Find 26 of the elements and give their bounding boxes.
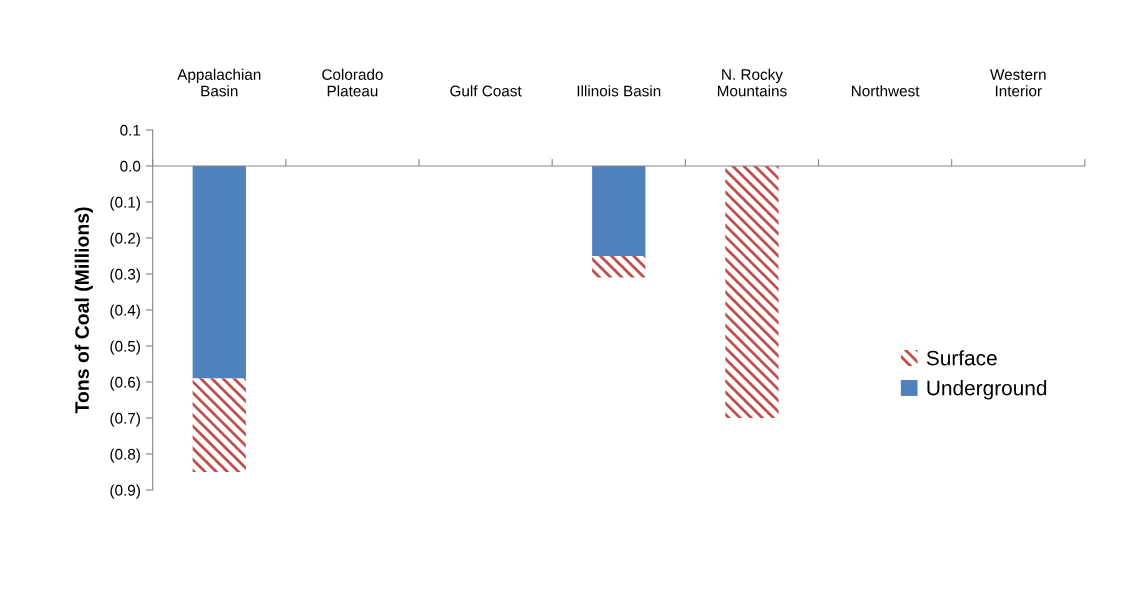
y-tick-label: (0.3) [110, 268, 140, 283]
y-tick-label: (0.9) [110, 484, 140, 499]
x-tick-label: N. Rocky Mountains [717, 68, 787, 97]
bar [192, 165, 246, 379]
y-tick-label: (0.2) [110, 232, 140, 247]
x-tick-label: Appalachian Basin [177, 68, 261, 97]
y-tick-label: (0.1) [110, 196, 140, 211]
x-tick-label: Western Interior [990, 69, 1046, 97]
x-tick-label: Gulf Coast [450, 85, 522, 97]
y-tick-label: (0.4) [110, 304, 140, 319]
y-tick-label: 0.0 [120, 160, 141, 172]
legend-label: Surface [926, 350, 997, 366]
x-tick-label: Illinois Basin [577, 85, 661, 97]
y-tick-label: (0.6) [110, 376, 140, 391]
x-tick-label: Colorado Plateau [322, 68, 383, 97]
bar [592, 165, 646, 256]
y-tick-label: (0.8) [110, 448, 140, 463]
y-tick-label: (0.5) [110, 340, 140, 355]
bar [192, 378, 246, 472]
x-tick-label: Northwest [851, 85, 920, 97]
bar [725, 165, 779, 418]
y-tick-label: (0.7) [110, 412, 140, 427]
y-axis-title: Tons of Coal (Millions) [74, 207, 93, 414]
y-tick-label: 0.1 [120, 124, 141, 136]
bar [592, 255, 646, 278]
legend-label: Underground [927, 380, 1047, 400]
